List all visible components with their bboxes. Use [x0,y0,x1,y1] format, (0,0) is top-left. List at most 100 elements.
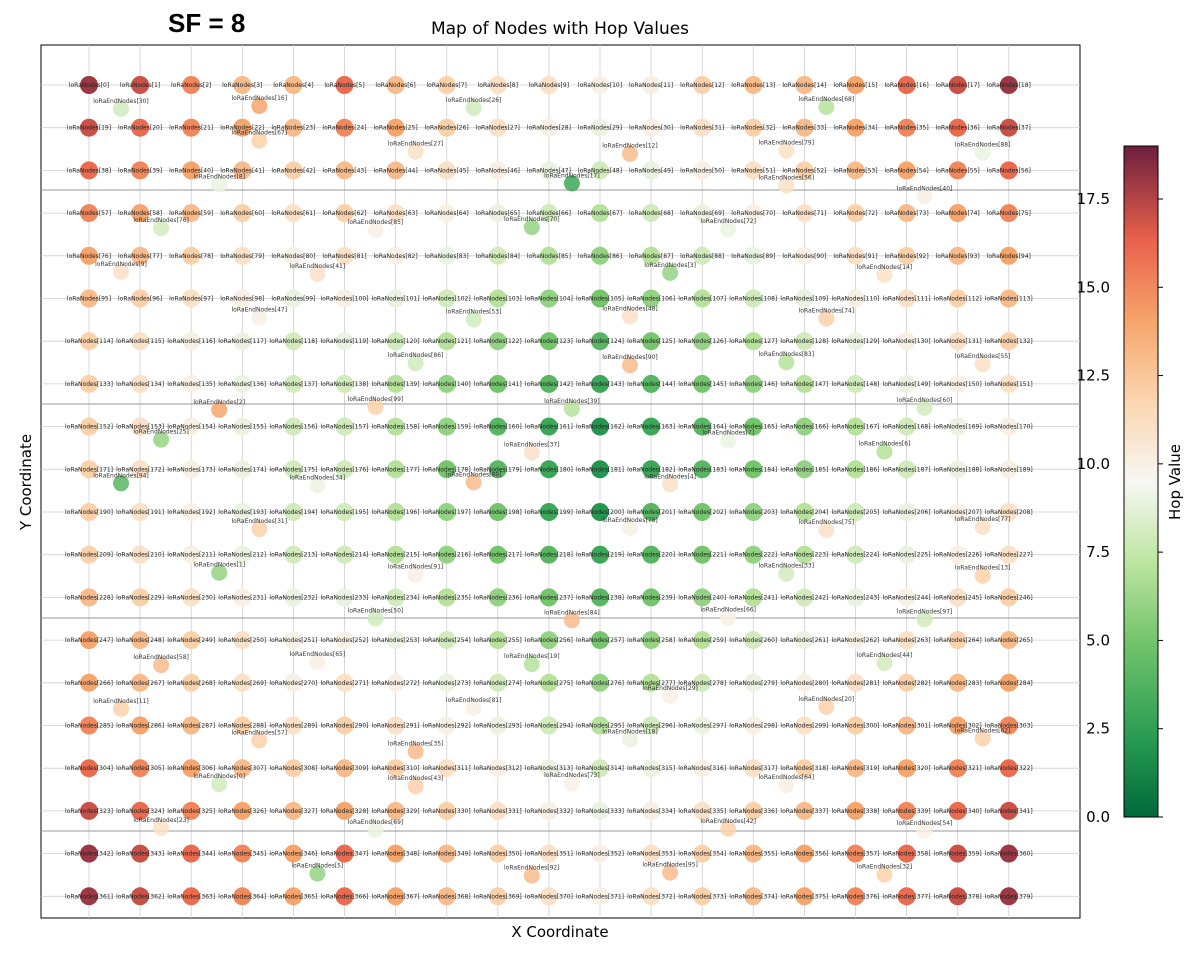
node-label: loRaNodes[206] [883,509,931,516]
node-label: loRaNodes[256] [525,637,573,644]
node-label: loRaNodes[72] [833,210,877,217]
node-label: loRaNodes[345] [218,851,266,858]
end-node-point [523,219,540,236]
end-node-label: loRaEndNodes[33] [759,563,815,570]
end-node-point [778,177,795,194]
node-point [233,118,252,137]
node-label: loRaNodes[319] [832,765,880,772]
node-point [182,631,201,650]
end-node-point [367,610,384,627]
node-label: loRaNodes[19] [67,125,111,132]
node-label: loRaNodes[153] [116,424,164,431]
node-label: loRaNodes[352] [576,851,624,858]
end-node-point [113,475,129,492]
end-node-label: loRaEndNodes[81] [446,697,502,704]
node-point [284,801,303,820]
node-point [795,801,814,820]
node-label: loRaNodes[130] [883,338,931,345]
node-point [948,759,967,778]
node-label: loRaNodes[75] [987,210,1031,217]
node-label: loRaNodes[372] [627,893,675,900]
node-point [642,374,661,393]
end-node-point [407,355,424,372]
node-point [948,844,967,863]
end-node-point [974,356,991,373]
end-node-label: loRaEndNodes[70] [504,216,560,223]
node-label: loRaNodes[168] [883,424,931,431]
node-point [591,887,609,906]
end-node-point [211,564,228,581]
node-label: loRaNodes[379] [985,893,1033,900]
node-label: loRaNodes[211] [167,552,215,559]
node-point [744,673,763,692]
node-point [744,161,763,180]
node-point [744,289,763,308]
end-node-point [818,99,835,115]
node-point [386,204,405,223]
node-label: loRaNodes[364] [218,893,266,900]
node-label: loRaNodes[59] [169,210,213,217]
node-point [999,246,1018,265]
node-point [335,332,354,351]
node-label: loRaNodes[181] [576,466,624,473]
node-label: loRaNodes[20] [118,125,162,132]
node-label: loRaNodes[249] [167,637,215,644]
end-node-point [916,399,933,416]
node-point [437,673,456,692]
end-node-point [974,519,991,535]
node-label: loRaNodes[165] [729,424,777,431]
node-label: loRaNodes[221] [678,552,726,559]
node-label: loRaNodes[217] [474,552,522,559]
node-label: loRaNodes[71] [782,210,826,217]
node-label: loRaNodes[298] [729,723,777,730]
node-point [488,460,507,479]
node-point [335,631,354,650]
node-label: loRaNodes[69] [680,210,724,217]
node-label: loRaNodes[276] [576,680,624,687]
node-label: loRaNodes[124] [576,338,624,345]
node-label: loRaNodes[151] [985,381,1033,388]
end-node-labels: loRaEndNodes[67] loRaEndNodes[90] loRaEndN… [93,95,1010,872]
node-point [744,716,763,735]
node-label: loRaNodes[74] [936,210,980,217]
node-label: loRaNodes[335] [678,808,726,815]
node-label: loRaNodes[39] [118,167,162,174]
end-node-label: loRaEndNodes[69] [348,819,404,826]
colorbar: 0.0 2.5 5.0 7.5 10.0 12.5 15.0 17.5 Hop Value [1077,145,1184,826]
end-node-label: loRaEndNodes[12] [602,143,658,150]
node-point [80,801,98,820]
node-point [437,631,456,650]
end-node-point [720,820,737,837]
node-label: loRaNodes[45] [425,167,469,174]
node-label: loRaNodes[97] [169,296,213,303]
node-label: loRaNodes[7] [427,82,467,89]
end-node-label: loRaEndNodes[50] [348,607,404,614]
end-node-point [563,175,580,192]
node-label: loRaNodes[375] [780,893,828,900]
node-point [795,460,814,479]
node-point [233,246,252,265]
node-label: loRaNodes[326] [218,808,266,815]
node-label: loRaNodes[253] [372,637,420,644]
colorbar-gradient [1123,145,1159,818]
end-node-point [622,520,638,536]
node-label: loRaNodes[266] [65,680,113,687]
node-point [488,503,507,521]
node-point [488,374,507,393]
node-label: loRaNodes[223] [780,552,828,559]
node-label: loRaNodes[89] [731,253,775,260]
node-labels: loRaNodes[0] loRaNodes[1] loRaNodes[2] loRa… [65,82,1033,900]
node-point [80,716,98,735]
node-label: loRaNodes[52] [782,167,826,174]
end-node-point [818,310,835,327]
node-point [539,801,558,820]
node-label: loRaNodes[62] [322,210,366,217]
node-label: loRaNodes[273] [423,680,471,687]
node-label: loRaNodes[344] [167,851,215,858]
node-label: loRaNodes[112] [934,296,982,303]
node-point [539,76,558,94]
node-point [948,673,967,692]
node-point [897,118,916,137]
node-point [80,631,98,650]
node-label: loRaNodes[127] [729,338,777,345]
